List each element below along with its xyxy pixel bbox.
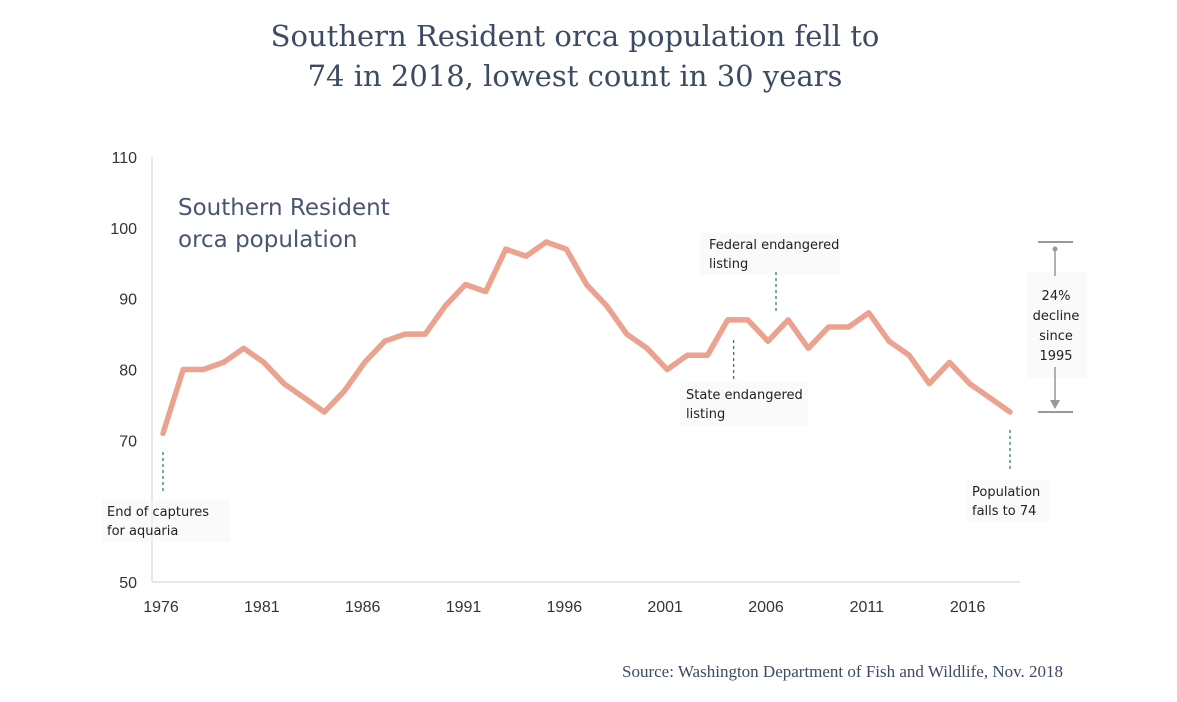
decline-arrow-head: [1050, 400, 1060, 409]
annotation-text: State endangered: [686, 388, 803, 403]
y-tick-label: 80: [119, 363, 137, 380]
y-tick-label: 50: [119, 575, 137, 592]
y-tick-label: 70: [119, 433, 137, 450]
annotation-bg: [700, 233, 840, 275]
annotation-text: Federal endangered: [709, 238, 839, 253]
x-tick-label: 1981: [244, 599, 280, 616]
decline-text: decline: [1033, 309, 1080, 324]
population-line: [160, 239, 1013, 437]
annotation-text: listing: [686, 407, 725, 422]
chart-title: Southern Resident orca population fell t…: [0, 16, 1150, 96]
annotation-text: End of captures: [107, 505, 209, 520]
annotation-text: listing: [709, 257, 748, 272]
x-tick-label: 2016: [950, 599, 986, 616]
annotation-text: falls to 74: [972, 504, 1036, 519]
x-tick-label: 2011: [850, 599, 885, 616]
annotation-bg: [102, 500, 230, 542]
annotation-bg: [966, 480, 1050, 522]
series-label: orca population: [178, 227, 357, 253]
title-line-1: Southern Resident orca population fell t…: [270, 19, 880, 53]
x-tick-label: 1986: [345, 599, 381, 616]
y-tick-label: 90: [119, 292, 137, 309]
decline-text: 1995: [1039, 349, 1072, 364]
y-tick-label: 100: [110, 221, 137, 238]
decline-text: since: [1039, 329, 1073, 344]
x-tick-label: 2001: [647, 599, 683, 616]
annotation-bg: [1027, 272, 1087, 378]
annotation-bg: [680, 383, 808, 425]
title-line-2: 74 in 2018, lowest count in 30 years: [307, 59, 843, 93]
x-tick-label: 1991: [446, 599, 482, 616]
decline-text: 24%: [1042, 289, 1071, 304]
x-tick-label: 1996: [547, 599, 583, 616]
x-tick-label: 2006: [748, 599, 784, 616]
annotation-text: for aquaria: [107, 524, 178, 539]
annotation-text: Population: [972, 485, 1040, 500]
source-note: Source: Washington Department of Fish an…: [622, 662, 1063, 681]
x-tick-label: 1976: [143, 599, 179, 616]
y-tick-label: 110: [111, 150, 137, 167]
series-label: Southern Resident: [178, 195, 390, 221]
